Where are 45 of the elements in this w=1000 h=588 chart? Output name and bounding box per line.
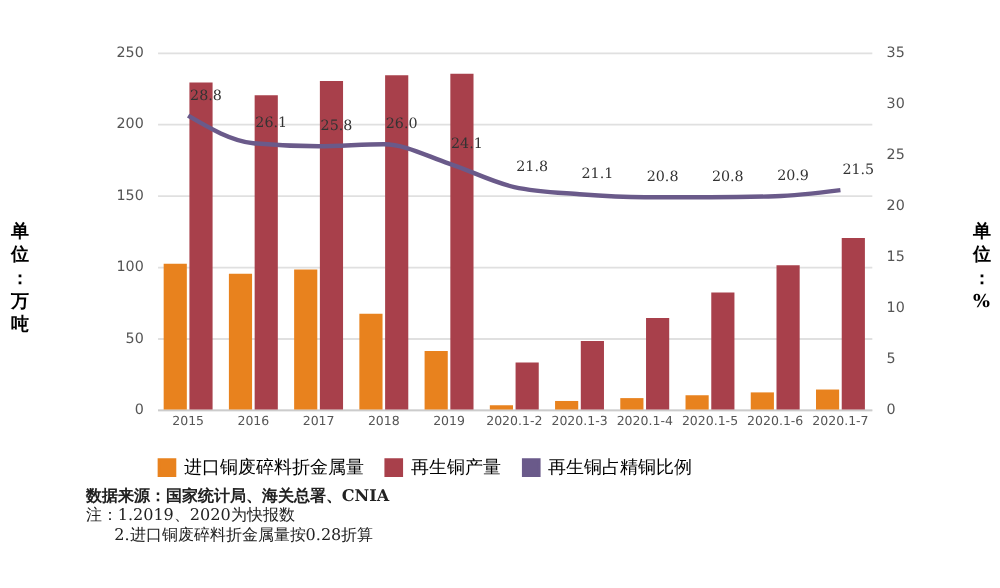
line-series <box>185 113 843 200</box>
bar <box>685 395 709 410</box>
y-tick-label: 50 <box>125 328 145 347</box>
y2-tick-label: 20 <box>886 195 906 214</box>
y2-tick-label: 5 <box>886 348 896 367</box>
bar <box>555 400 579 410</box>
y-tick-label: 0 <box>134 400 145 418</box>
data-label: 20.8 <box>646 167 680 186</box>
text: 注：1.2019、2020为快报数 <box>85 506 295 525</box>
y-axis-title: 单位：万吨 <box>9 221 30 337</box>
bar <box>424 350 448 410</box>
bar <box>359 313 383 410</box>
y2-axis-title: 单位：% <box>970 221 992 313</box>
y-tick-label: 200 <box>116 114 145 133</box>
bar <box>163 263 187 410</box>
y2-tick-label: 25 <box>886 144 905 163</box>
bar <box>620 398 644 410</box>
bar <box>294 269 318 410</box>
text: 2.进口铜废碎料折金属量按0.28折算 <box>114 525 374 544</box>
y-tick-label: 250 <box>116 42 145 61</box>
bar <box>228 273 253 410</box>
bar <box>711 292 735 410</box>
bar <box>750 392 774 410</box>
bar <box>776 265 800 410</box>
data-label: 20.8 <box>711 167 745 186</box>
data-label: 20.9 <box>777 166 810 185</box>
legend-label: 进口铜废碎料折金属量 <box>183 456 364 479</box>
bar <box>815 389 840 410</box>
source-note: 数据来源：国家统计局、海关总署、CNIA <box>83 484 391 505</box>
data-label: 21.5 <box>842 160 875 179</box>
y2-tick-label: 15 <box>886 246 905 265</box>
y-tick-label: 100 <box>116 257 145 276</box>
legend-label: 再生铜产量 <box>410 456 501 479</box>
bar <box>515 362 539 410</box>
bar <box>646 318 670 410</box>
bar <box>841 238 865 410</box>
data-label: 21.8 <box>516 157 549 176</box>
y2-tick-label: 10 <box>886 297 906 316</box>
data-label: 21.1 <box>581 164 614 183</box>
y2-tick-label: 0 <box>886 400 897 418</box>
y-tick-label: 150 <box>116 185 145 204</box>
y2-tick-label: 30 <box>886 93 906 112</box>
bar <box>580 340 604 410</box>
y2-tick-label: 35 <box>886 42 905 61</box>
legend-label: 再生铜占精铜比例 <box>548 456 693 479</box>
